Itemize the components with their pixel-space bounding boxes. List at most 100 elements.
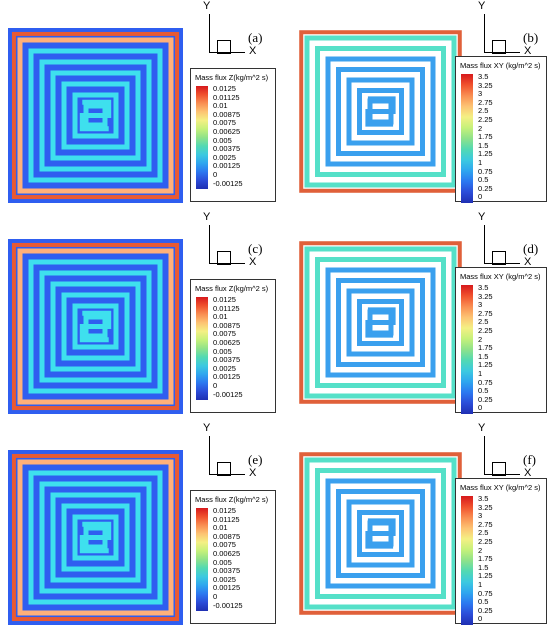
spiral-ring — [39, 481, 152, 594]
color-legend: Mass flux XY (kg/m^2 s) 3.5 3.25 3 2.75 2.5 2.… — [455, 267, 547, 414]
legend-tick-label: 2 — [478, 123, 483, 133]
legend-color-bar — [196, 297, 208, 401]
panel-label: (c) — [248, 241, 263, 256]
legend-tick-label: 0.0125 — [213, 84, 236, 93]
spiral-ring — [325, 56, 436, 167]
x-axis-line — [484, 474, 520, 475]
spiral-ring — [39, 59, 152, 172]
legend-tick-label: 0 — [478, 192, 483, 202]
spiral-ring — [304, 35, 457, 188]
spiral-ring — [346, 288, 415, 357]
legend-tick-label: 0.0075 — [213, 118, 236, 128]
legend-tick-label: 3 — [478, 511, 483, 521]
legend-tick-label: 0.00625 — [213, 127, 241, 136]
y-axis-line — [209, 225, 210, 263]
legend-tick-label: 0.0125 — [213, 295, 236, 304]
legend-tick-label: 3 — [478, 89, 483, 99]
spiral-ring — [336, 278, 425, 367]
spiral-center — [365, 96, 396, 127]
legend-tick-label: 1 — [478, 580, 483, 589]
x-axis-label: X — [524, 45, 532, 57]
legend-tick-label: 0.005 — [213, 135, 232, 145]
legend-tick-label: 2 — [478, 334, 483, 344]
legend-tick-label: 1 — [478, 369, 483, 378]
y-axis-label: Y — [478, 211, 486, 223]
legend-color-bar — [461, 496, 473, 625]
spiral-ring — [61, 503, 130, 572]
panel-label: (f) — [523, 452, 536, 467]
panel-a: Y X (a) Mass flux Z(kg/m^2 s) 0.0125 0.01125 0… — [0, 0, 276, 211]
color-legend: Mass flux Z(kg/m^2 s) 0.0125 0.01125 0.01 0.… — [190, 68, 276, 202]
y-axis-label: Y — [478, 0, 486, 12]
color-legend: Mass flux XY (kg/m^2 s) 3.5 3.25 3 2.75 2.5 2.… — [455, 478, 547, 625]
legend-title: Mass flux Z(kg/m^2 s) — [195, 73, 269, 82]
legend-tick-label: 0 — [478, 614, 483, 624]
legend-tick-label: 1.5 — [478, 140, 489, 150]
y-axis-line — [209, 436, 210, 474]
legend-title: Mass flux XY (kg/m^2 s) — [460, 272, 541, 281]
legend-tick-label: 3.5 — [478, 494, 489, 503]
legend-tick-label: 3.5 — [478, 72, 489, 81]
panel-label: (e) — [248, 452, 263, 467]
legend-tick-label: 2 — [478, 545, 483, 555]
legend-tick-label: 0.00125 — [213, 372, 241, 382]
legend-tick-label: 2.25 — [478, 115, 493, 124]
y-axis-label: Y — [478, 422, 486, 434]
legend-tick-label: 0.0075 — [213, 540, 236, 550]
legend-tick-label: 0 — [213, 170, 218, 179]
panel-label: (a) — [248, 30, 263, 45]
spiral-ring — [17, 248, 174, 405]
legend-tick-label: 1.75 — [478, 343, 493, 353]
x-axis-label: X — [249, 467, 257, 479]
legend-tick-label: 0.0125 — [213, 506, 236, 515]
legend-tick-label: 0 — [478, 403, 483, 413]
y-axis-line — [484, 436, 485, 474]
x-axis-label: X — [524, 467, 532, 479]
panel-label: (d) — [523, 241, 539, 256]
legend-tick-label: 0.0075 — [213, 329, 236, 339]
panel-f: Y X (f) Mass flux XY (kg/m^2 s) 3.5 3.25 3 2.75… — [275, 422, 550, 633]
flux-field-plot — [8, 28, 183, 203]
y-axis-label: Y — [203, 0, 211, 12]
x-axis-line — [484, 52, 520, 53]
legend-color-bar — [196, 86, 208, 190]
legend-tick-label: 0.25 — [478, 394, 493, 404]
flux-field-plot — [293, 446, 468, 621]
legend-tick-label: 0.00875 — [213, 109, 241, 119]
legend-title: Mass flux Z(kg/m^2 s) — [195, 495, 269, 504]
legend-tick-label: 0.00875 — [213, 320, 241, 330]
legend-tick-label: 0.01 — [213, 312, 228, 322]
spiral-ring — [17, 459, 174, 616]
spiral-ring — [315, 46, 446, 177]
legend-color-bar — [461, 74, 473, 203]
origin-box — [217, 462, 231, 476]
legend-tick-label: 1.25 — [478, 149, 493, 159]
legend-tick-label: 0.01 — [213, 523, 228, 533]
legend-tick-label: 0 — [213, 381, 218, 390]
legend-tick-label: 3.25 — [478, 291, 493, 301]
legend-tick-label: 0.01125 — [213, 303, 240, 313]
flux-field-plot — [293, 235, 468, 410]
panel-d: Y X (d) Mass flux XY (kg/m^2 s) 3.5 3.25 3 2.75… — [275, 211, 550, 422]
flux-field-plot — [8, 450, 183, 625]
spiral-ring — [346, 499, 415, 568]
legend-tick-label: 1 — [478, 158, 483, 167]
legend-tick-label: 2.5 — [478, 106, 489, 116]
x-axis-label: X — [524, 256, 532, 268]
legend-tick-label: 0.00375 — [213, 144, 241, 154]
legend-tick-label: 2.25 — [478, 537, 493, 546]
legend-tick-label: 2.25 — [478, 326, 493, 335]
spiral-ring — [61, 292, 130, 361]
spiral-ring — [325, 478, 436, 589]
origin-box — [217, 251, 231, 265]
legend-tick-label: 0.005 — [213, 346, 232, 356]
legend-tick-label: 3 — [478, 300, 483, 310]
x-axis-label: X — [249, 45, 257, 57]
legend-tick-label: -0.00125 — [213, 389, 243, 399]
legend-title: Mass flux XY (kg/m^2 s) — [460, 61, 541, 70]
spiral-ring — [50, 492, 141, 583]
legend-tick-label: 3.25 — [478, 80, 493, 90]
spiral-ring — [72, 303, 119, 350]
legend-tick-label: 3.25 — [478, 502, 493, 512]
